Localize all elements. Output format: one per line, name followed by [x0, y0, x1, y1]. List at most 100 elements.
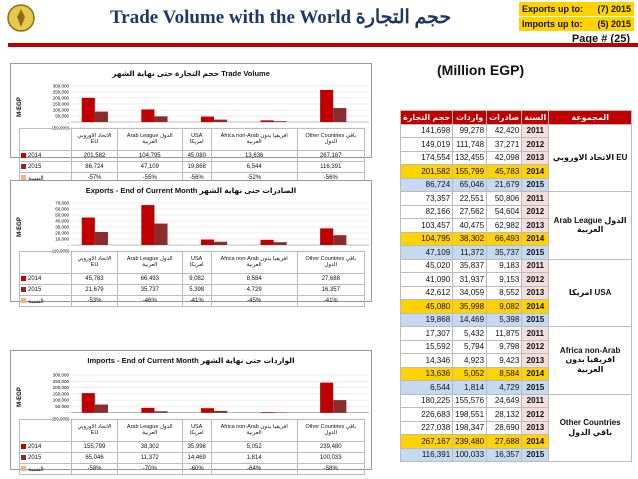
bar-2014-1 — [141, 205, 155, 245]
cell-year: 2014 — [521, 434, 550, 449]
cell-value: 21,679 — [486, 177, 523, 192]
cell-value: 24,649 — [486, 393, 523, 408]
cell-value: 28,132 — [486, 407, 523, 422]
category-label: الاتحاد الاوروبي EU — [71, 251, 118, 274]
category-label: Arab League الدول العربية — [116, 128, 183, 151]
table-row: النسبة -58% -70% -60% -64% -58% — [19, 463, 366, 475]
cell-value: 226,683 — [399, 407, 454, 422]
y-tick-label: 100,000 — [53, 398, 70, 403]
y-tick-label: 300,000 — [53, 84, 70, 89]
cell-value: 27,688 — [486, 434, 523, 449]
trade-volume-chart: حجم التجارة حتى نهاية الشهر Trade Volume… — [10, 63, 372, 184]
data-label: 14,469 — [181, 452, 212, 464]
table-corner — [19, 419, 72, 442]
cell-value: 198,347 — [452, 420, 488, 435]
y-tick-label: 150,000 — [53, 391, 70, 396]
legend-label: النسبة — [28, 298, 44, 305]
cell-value: 4,729 — [486, 380, 523, 395]
cell-value: 47,109 — [399, 245, 454, 260]
cell-value: 141,698 — [399, 123, 454, 138]
bar-2015-2 — [214, 119, 228, 122]
cell-year: 2012 — [521, 204, 550, 219]
data-label: 65,046 — [71, 452, 118, 464]
cell-value: 5,794 — [452, 339, 488, 354]
table-row: 180,225 155,576 24,649 2011 Other Countries … — [399, 393, 632, 462]
legend-label: 2015 — [28, 287, 42, 294]
category-label: USA امريكا — [181, 128, 212, 151]
bar-2014-3 — [260, 120, 274, 122]
column-header: المجموعة — [548, 110, 632, 125]
table-header-row: حجم التجارة واردات صادرات السنة المجموعة — [399, 110, 632, 125]
y-tick-label: 30,000 — [55, 225, 69, 230]
cell-value: 149,019 — [399, 137, 454, 152]
legend-entry: 2015 — [19, 452, 72, 464]
category-label: USA امريكا — [181, 251, 212, 274]
y-tick-label: 50,000 — [55, 114, 69, 119]
data-label: 8,584 — [210, 273, 298, 285]
legend-label: النسبة — [28, 175, 44, 182]
cell-value: 104,795 — [399, 231, 454, 246]
cell-year: 2015 — [521, 447, 550, 462]
cell-value: 9,798 — [486, 339, 523, 354]
y-tick-label: 50,000 — [55, 404, 69, 409]
y-tick-label: 200,000 — [53, 385, 70, 390]
data-label: 201,582 — [71, 150, 118, 162]
cell-value: 5,432 — [452, 326, 488, 341]
table-row: 104,795 38,302 66,493 2014 — [399, 231, 632, 246]
legend-swatch-icon — [21, 286, 26, 292]
y-axis-label: M-EGP — [17, 387, 23, 407]
y-tick-label: 10,000 — [55, 237, 69, 242]
category-label: USA امريكا — [181, 419, 212, 442]
data-label: 66,493 — [116, 273, 183, 285]
data-label: 45,080 — [181, 150, 212, 162]
bar-2014-0 — [81, 217, 95, 245]
cell-year: 2011 — [521, 393, 550, 408]
data-label: 19,868 — [181, 161, 212, 173]
cell-value: 227,038 — [399, 420, 454, 435]
data-label: 5,398 — [181, 284, 212, 296]
bar-2014-4 — [320, 228, 334, 245]
column-header: صادرات — [486, 110, 523, 125]
cell-value: 27,562 — [452, 204, 488, 219]
column-header: واردات — [452, 110, 488, 125]
exports-up-to-badge: Exports up to: (7) 2015 — [519, 2, 634, 16]
legend-entry: النسبة — [19, 295, 72, 307]
table-row: 226,683 198,551 28,132 2012 — [399, 407, 632, 422]
bar-2015-1 — [154, 116, 168, 122]
logo-emblem-icon — [7, 4, 35, 32]
bar-2014-2 — [200, 408, 215, 413]
cell-value: 13,636 — [399, 366, 454, 381]
cell-value: 35,837 — [452, 258, 488, 273]
y-tick-label: 300,000 — [53, 373, 70, 378]
cell-year: 2013 — [521, 420, 550, 435]
data-label: 100,033 — [296, 452, 366, 464]
bar-2015-3 — [273, 121, 287, 122]
cell-value: 9,183 — [486, 258, 523, 273]
data-label: 45,783 — [71, 273, 118, 285]
table-row: 41,090 31,937 9,153 2012 — [399, 272, 632, 287]
category-label: الاتحاد الاوروبي EU — [71, 419, 118, 442]
cell-value: 9,423 — [486, 353, 523, 368]
cell-value: 174,554 — [399, 150, 454, 165]
bar-2014-0 — [81, 97, 95, 122]
cell-value: 65,046 — [452, 177, 488, 192]
table-row: 42,612 34,059 8,552 2013 — [399, 285, 632, 300]
cell-year: 2013 — [521, 285, 550, 300]
y-tick-label: - — [68, 410, 70, 415]
cell-value: 111,748 — [452, 137, 488, 152]
bar-2014-2 — [200, 239, 215, 245]
cell-value: 267,167 — [399, 434, 454, 449]
bar-2014-4 — [320, 89, 334, 122]
cell-value: 5,052 — [452, 366, 488, 381]
legend-label: 2015 — [28, 455, 42, 462]
legend-swatch-icon — [21, 443, 26, 449]
data-label: -58% — [71, 463, 118, 475]
cell-value: 42,420 — [486, 123, 523, 138]
data-label: -41% — [296, 295, 366, 307]
table-row: 227,038 198,347 28,690 2013 — [399, 420, 632, 435]
y-tick-label: 50,000 — [55, 213, 69, 218]
data-label: 104,795 — [116, 150, 183, 162]
cell-value: 38,302 — [452, 231, 488, 246]
bar-2015-1 — [154, 411, 168, 413]
cell-value: 45,080 — [399, 299, 454, 314]
